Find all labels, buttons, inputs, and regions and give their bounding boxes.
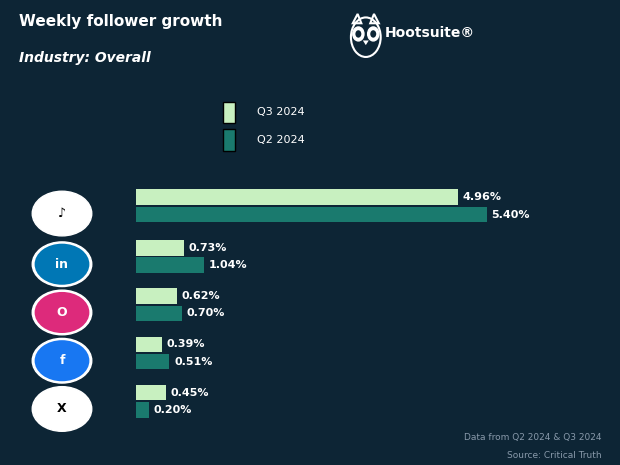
Text: Hootsuite®: Hootsuite® (384, 26, 474, 40)
Text: 0.70%: 0.70% (187, 308, 224, 319)
Bar (136, 385, 166, 400)
Circle shape (370, 30, 376, 38)
Bar (136, 189, 458, 205)
Bar (136, 258, 204, 273)
Bar (136, 207, 487, 222)
Polygon shape (363, 40, 369, 45)
Text: Q2 2024: Q2 2024 (257, 135, 305, 145)
Circle shape (368, 27, 379, 41)
Text: X: X (57, 403, 67, 416)
Text: 1.04%: 1.04% (208, 260, 247, 270)
Text: Data from Q2 2024 & Q3 2024: Data from Q2 2024 & Q3 2024 (464, 433, 601, 442)
Bar (136, 337, 162, 352)
Bar (136, 402, 149, 418)
Text: 0.73%: 0.73% (188, 243, 227, 253)
Text: 0.51%: 0.51% (174, 357, 213, 367)
Bar (136, 240, 184, 256)
Text: Weekly follower growth: Weekly follower growth (19, 14, 222, 29)
Text: f: f (60, 354, 64, 367)
Bar (136, 354, 169, 369)
Text: 0.62%: 0.62% (181, 291, 219, 301)
Circle shape (355, 30, 361, 38)
Text: Source: Critical Truth: Source: Critical Truth (507, 452, 601, 460)
Text: 5.40%: 5.40% (491, 210, 529, 219)
Text: 0.39%: 0.39% (166, 339, 205, 349)
FancyBboxPatch shape (223, 101, 236, 123)
Text: 0.20%: 0.20% (154, 405, 192, 415)
Text: in: in (56, 258, 68, 271)
Bar (136, 288, 177, 304)
Text: O: O (56, 306, 68, 319)
Text: Q3 2024: Q3 2024 (257, 107, 305, 117)
Bar (136, 306, 182, 321)
Text: 0.45%: 0.45% (170, 387, 208, 398)
Text: ♪: ♪ (58, 207, 66, 220)
Text: 4.96%: 4.96% (463, 192, 502, 202)
Circle shape (353, 27, 364, 41)
FancyBboxPatch shape (223, 129, 236, 151)
Text: Industry: Overall: Industry: Overall (19, 51, 150, 65)
